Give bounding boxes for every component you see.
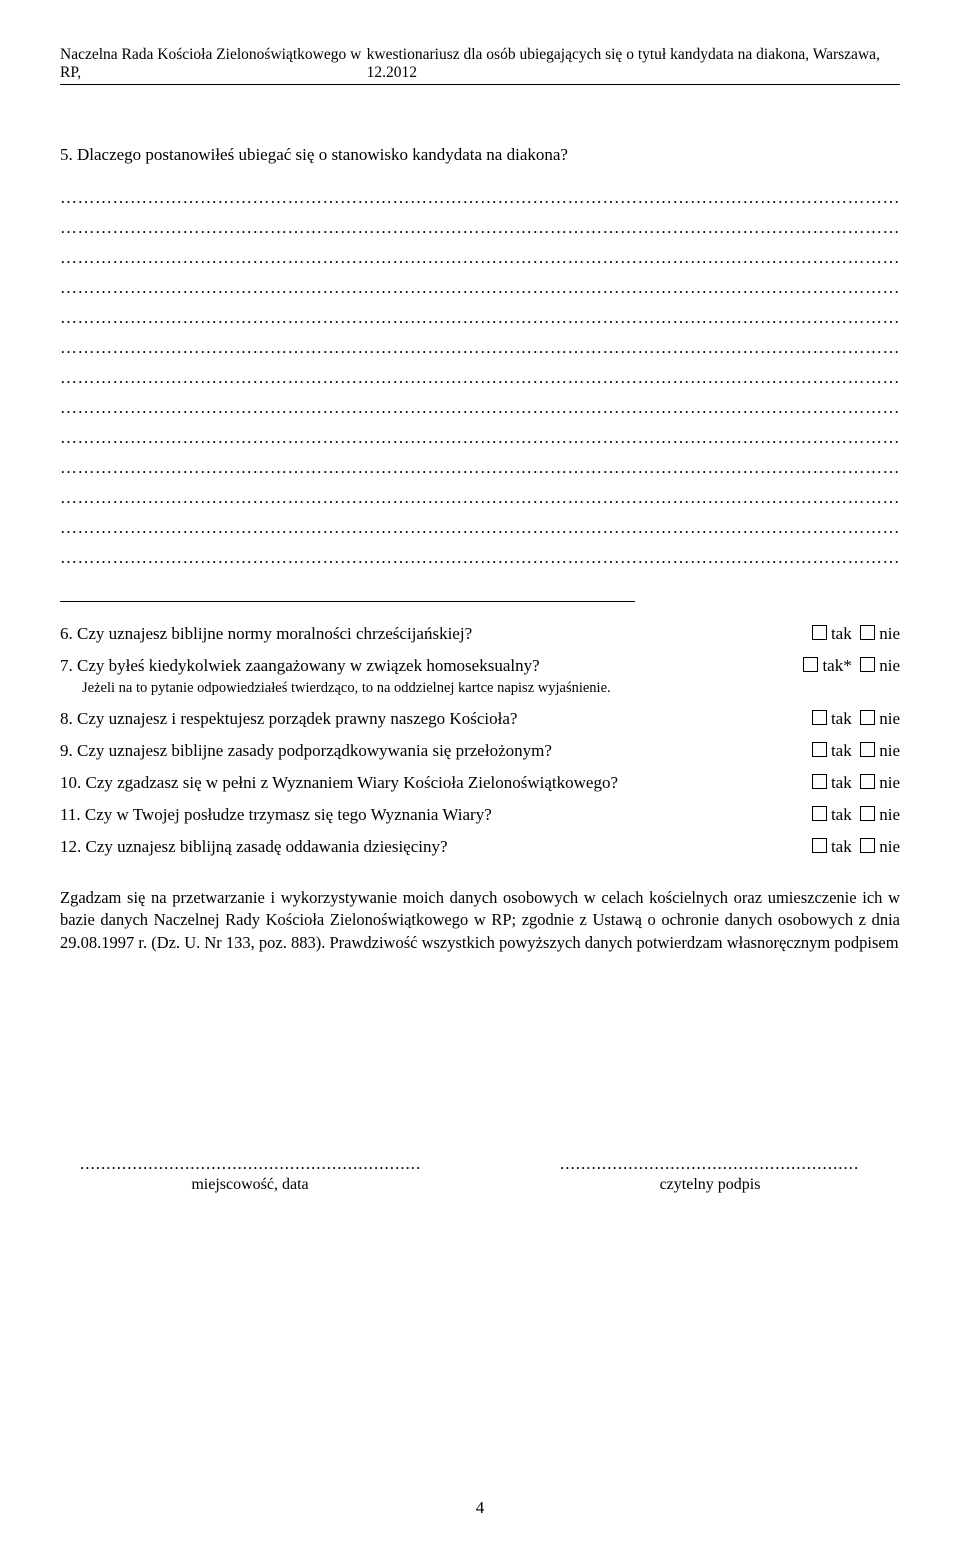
checkbox-yes[interactable] xyxy=(812,710,827,725)
consent-statement: Zgadzam się na przetwarzanie i wykorzyst… xyxy=(60,887,900,954)
signature-right-label: czytelny podpis xyxy=(560,1176,860,1194)
qa-row: 6. Czy uznajesz biblijne normy moralnośc… xyxy=(60,624,900,644)
qa-text: 10. Czy zgadzasz się w pełni z Wyznaniem… xyxy=(60,773,812,793)
qa-answer: tak nie xyxy=(812,773,900,793)
blank-line: …………………………………………………………………………………………………………… xyxy=(60,423,900,453)
qa-answer: tak nie xyxy=(812,805,900,825)
checkbox-yes[interactable] xyxy=(803,657,818,672)
label-yes: tak* xyxy=(822,656,851,675)
qa-text: 8. Czy uznajesz i respektujesz porządek … xyxy=(60,709,812,729)
qa-row: 9. Czy uznajesz biblijne zasady podporzą… xyxy=(60,741,900,761)
qa-text: 12. Czy uznajesz biblijną zasadę oddawan… xyxy=(60,837,812,857)
qa-text: 6. Czy uznajesz biblijne normy moralnośc… xyxy=(60,624,812,644)
answer-5-lines: …………………………………………………………………………………………………………… xyxy=(60,183,900,573)
blank-line: …………………………………………………………………………………………………………… xyxy=(60,543,900,573)
qa-text: 11. Czy w Twojej posłudze trzymasz się t… xyxy=(60,805,812,825)
checkbox-yes[interactable] xyxy=(812,838,827,853)
label-no: nie xyxy=(879,709,900,728)
label-yes: tak xyxy=(831,805,852,824)
qa-answer: tak nie xyxy=(812,837,900,857)
checkbox-no[interactable] xyxy=(860,838,875,853)
blank-line: …………………………………………………………………………………………………………… xyxy=(60,513,900,543)
blank-line: …………………………………………………………………………………………………………… xyxy=(60,243,900,273)
checkbox-no[interactable] xyxy=(860,742,875,757)
qa-answer: tak nie xyxy=(812,709,900,729)
label-no: nie xyxy=(879,624,900,643)
label-yes: tak xyxy=(831,773,852,792)
qa-row: 8. Czy uznajesz i respektujesz porządek … xyxy=(60,709,900,729)
signature-row: ........................................… xyxy=(60,1154,900,1194)
qa-answer: tak* nie xyxy=(803,656,900,676)
checkbox-no[interactable] xyxy=(860,774,875,789)
signature-left-label: miejscowość, data xyxy=(80,1176,420,1194)
label-no: nie xyxy=(879,805,900,824)
checkbox-yes[interactable] xyxy=(812,742,827,757)
checkbox-no[interactable] xyxy=(860,657,875,672)
qa-subtext: Jeżeli na to pytanie odpowiedziałeś twie… xyxy=(82,680,900,697)
checkbox-no[interactable] xyxy=(860,806,875,821)
label-no: nie xyxy=(879,837,900,856)
blank-line: …………………………………………………………………………………………………………… xyxy=(60,393,900,423)
blank-line: …………………………………………………………………………………………………………… xyxy=(60,273,900,303)
label-no: nie xyxy=(879,741,900,760)
qa-row: 7. Czy byłeś kiedykolwiek zaangażowany w… xyxy=(60,656,900,676)
label-no: nie xyxy=(879,656,900,675)
checkbox-no[interactable] xyxy=(860,625,875,640)
page-number: 4 xyxy=(0,1498,960,1518)
blank-line: …………………………………………………………………………………………………………… xyxy=(60,303,900,333)
page: Naczelna Rada Kościoła Zielonoświątkoweg… xyxy=(0,0,960,1554)
signature-right-dots: ........................................… xyxy=(560,1154,860,1174)
qa-answer: tak nie xyxy=(812,624,900,644)
checkbox-yes[interactable] xyxy=(812,625,827,640)
label-no: nie xyxy=(879,773,900,792)
qa-text: 9. Czy uznajesz biblijne zasady podporzą… xyxy=(60,741,812,761)
signature-left-dots: ........................................… xyxy=(80,1154,420,1174)
signature-left: ........................................… xyxy=(80,1154,420,1194)
header-right: kwestionariusz dla osób ubiegających się… xyxy=(367,46,900,82)
blank-line: …………………………………………………………………………………………………………… xyxy=(60,333,900,363)
qa-row: 10. Czy zgadzasz się w pełni z Wyznaniem… xyxy=(60,773,900,793)
question-5: 5. Dlaczego postanowiłeś ubiegać się o s… xyxy=(60,145,900,165)
checkbox-no[interactable] xyxy=(860,710,875,725)
qa-row: 11. Czy w Twojej posłudze trzymasz się t… xyxy=(60,805,900,825)
label-yes: tak xyxy=(831,837,852,856)
blank-line: …………………………………………………………………………………………………………… xyxy=(60,363,900,393)
qa-text: 7. Czy byłeś kiedykolwiek zaangażowany w… xyxy=(60,656,803,676)
label-yes: tak xyxy=(831,624,852,643)
qa-answer: tak nie xyxy=(812,741,900,761)
blank-line: …………………………………………………………………………………………………………… xyxy=(60,213,900,243)
checkbox-yes[interactable] xyxy=(812,806,827,821)
blank-line: …………………………………………………………………………………………………………… xyxy=(60,453,900,483)
signature-right: ........................................… xyxy=(560,1154,860,1194)
header-left: Naczelna Rada Kościoła Zielonoświątkoweg… xyxy=(60,46,367,82)
label-yes: tak xyxy=(831,709,852,728)
label-yes: tak xyxy=(831,741,852,760)
blank-line: …………………………………………………………………………………………………………… xyxy=(60,483,900,513)
qa-row: 12. Czy uznajesz biblijną zasadę oddawan… xyxy=(60,837,900,857)
checkbox-yes[interactable] xyxy=(812,774,827,789)
blank-line: …………………………………………………………………………………………………………… xyxy=(60,183,900,213)
questions-6-12: 6. Czy uznajesz biblijne normy moralnośc… xyxy=(60,624,900,857)
separator-rule xyxy=(60,601,635,602)
header: Naczelna Rada Kościoła Zielonoświątkoweg… xyxy=(60,46,900,85)
